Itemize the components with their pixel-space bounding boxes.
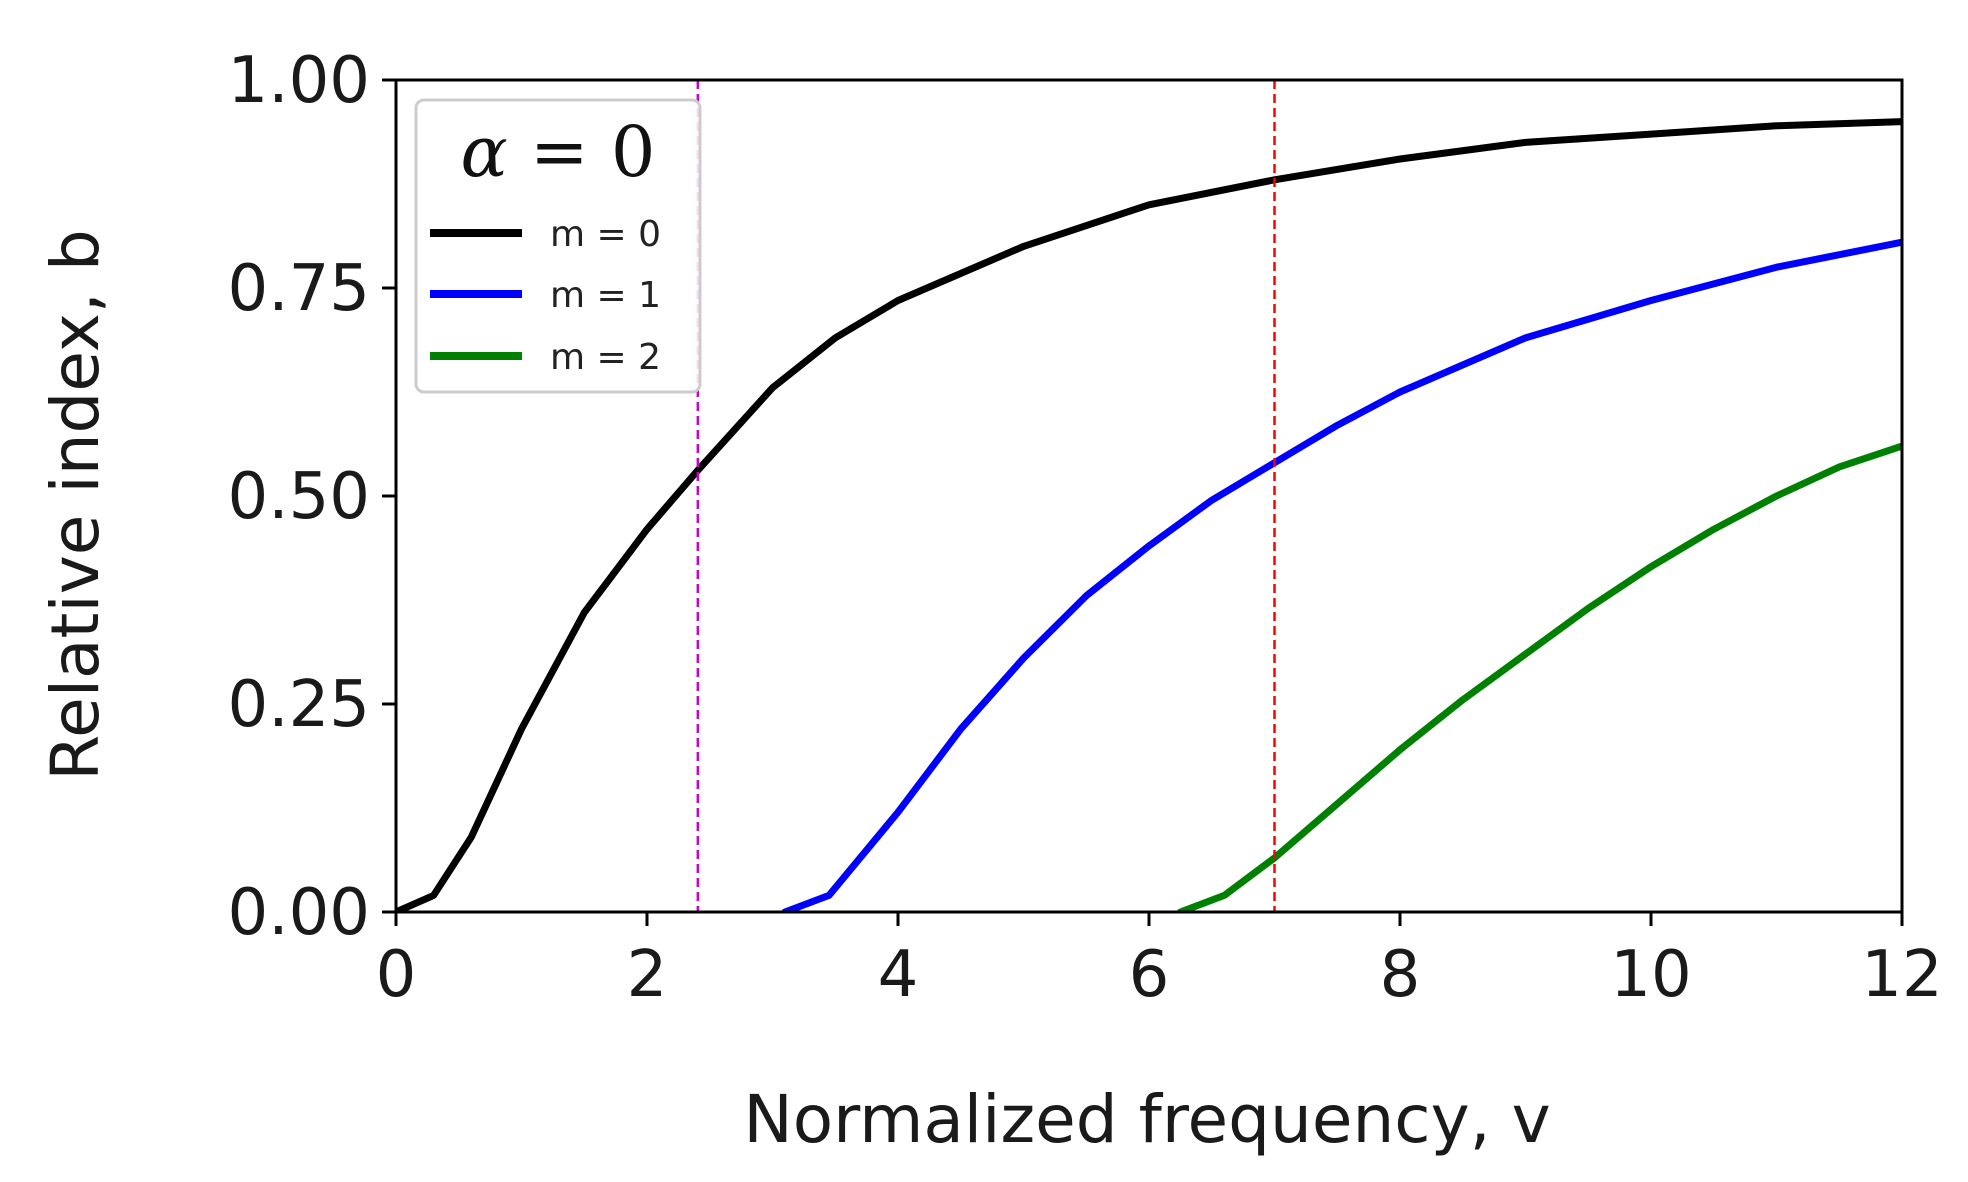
plot-area: 0 2 4 6 8 10 12 0.00 0.25 0.50 0.75 1.00 [228, 44, 1943, 1012]
x-tick-label: 10 [1610, 938, 1691, 1012]
legend-title-variable: α [461, 111, 508, 193]
legend-title: α = 0 [461, 111, 656, 193]
legend-label-m0: m = 0 [550, 214, 661, 255]
x-tick-label: 0 [376, 938, 417, 1012]
y-tick-label: 0.75 [228, 252, 371, 326]
series-line-m1 [781, 238, 1902, 912]
y-tick-label: 1.00 [228, 44, 371, 118]
y-axis-label: Relative index, b [37, 229, 114, 781]
x-tick-label: 4 [878, 938, 919, 1012]
legend: α = 0 m = 0 m = 1 m = 2 [414, 98, 702, 394]
y-tick-label: 0.25 [228, 668, 371, 742]
series-line-m0 [396, 118, 1902, 912]
legend-label-m2: m = 2 [550, 337, 661, 378]
x-tick-label: 8 [1380, 938, 1421, 1012]
x-tick-label: 6 [1129, 938, 1170, 1012]
legend-frame [414, 98, 702, 394]
legend-label-m1: m = 1 [550, 275, 661, 316]
y-tick-label: 0.50 [228, 460, 371, 534]
x-axis-label: Normalized frequency, v [743, 1081, 1550, 1158]
legend-title-value: = 0 [508, 111, 656, 193]
y-tick-label: 0.00 [228, 876, 371, 950]
x-tick-label: 2 [627, 938, 668, 1012]
x-tick-label: 12 [1861, 938, 1942, 1012]
